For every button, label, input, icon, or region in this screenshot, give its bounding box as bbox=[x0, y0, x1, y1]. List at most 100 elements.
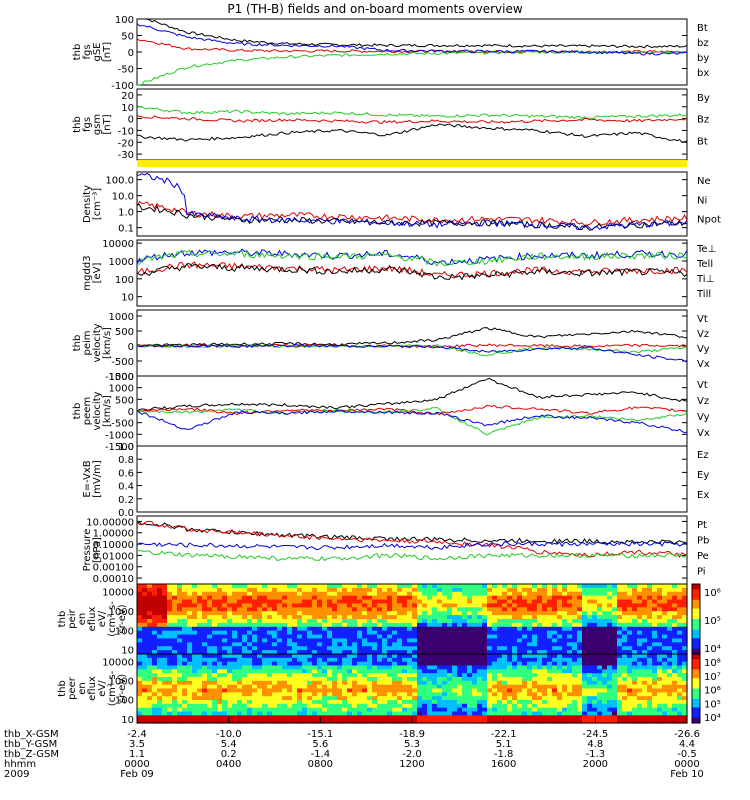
peer_spectrogram-cell bbox=[492, 700, 498, 705]
peir_spectrogram-cell bbox=[437, 603, 443, 608]
peir_spectrogram-cell bbox=[412, 638, 418, 643]
peir_spectrogram-cell bbox=[377, 603, 383, 608]
peir_spectrogram-cell bbox=[447, 630, 453, 636]
peir_spectrogram-cell bbox=[582, 615, 588, 620]
peer_spectrogram-cell bbox=[572, 673, 578, 678]
peir_spectrogram-cell bbox=[402, 626, 408, 632]
peer_spectrogram-cell bbox=[207, 654, 213, 659]
peir_spectrogram-cell bbox=[582, 611, 588, 616]
peer_spectrogram-cell bbox=[582, 684, 588, 690]
fgs_gse-ytick-label: 50 bbox=[121, 32, 134, 43]
peer_spectrogram-cell bbox=[607, 692, 613, 697]
peir_spectrogram-cell bbox=[487, 642, 493, 647]
peir_spectrogram-cell bbox=[237, 650, 243, 655]
peer_spectrogram-cell bbox=[317, 700, 323, 705]
peer_spectrogram-cell bbox=[427, 700, 433, 705]
peer_spectrogram-cell bbox=[537, 688, 543, 693]
peir_spectrogram-cell bbox=[297, 642, 303, 647]
peir_spectrogram-cell bbox=[217, 595, 223, 601]
peir_spectrogram-cell bbox=[547, 642, 553, 647]
peir_spectrogram-cell bbox=[467, 603, 473, 608]
peir_spectrogram-cell bbox=[247, 646, 253, 651]
peer_spectrogram-cell bbox=[202, 680, 208, 686]
peir_spectrogram-cell bbox=[657, 619, 663, 624]
peer_spectrogram-cell bbox=[557, 719, 563, 724]
temperature-ytick-label: 10 bbox=[121, 293, 134, 304]
peir_spectrogram-cell bbox=[287, 638, 293, 643]
peer_spectrogram-cell bbox=[422, 700, 428, 705]
peer_spectrogram-cell bbox=[427, 654, 433, 659]
peer_spectrogram-cell bbox=[422, 688, 428, 693]
peer_spectrogram-cell bbox=[332, 696, 338, 701]
peir_spectrogram-cell bbox=[587, 646, 593, 651]
peir_spectrogram-cell bbox=[207, 607, 213, 612]
peer_spectrogram-cell bbox=[217, 707, 223, 713]
peir_spectrogram-cell bbox=[667, 642, 673, 647]
peer_spectrogram-cell bbox=[657, 696, 663, 701]
peer_spectrogram-colorbar-step bbox=[692, 683, 700, 686]
peer_spectrogram-cell bbox=[172, 692, 178, 697]
peer_spectrogram-cell bbox=[272, 700, 278, 705]
peer_spectrogram-cell bbox=[362, 715, 368, 720]
peer_spectrogram-cell bbox=[327, 669, 333, 674]
peer_spectrogram-cell bbox=[327, 684, 333, 690]
peir_spectrogram-cell bbox=[282, 584, 288, 589]
peir_spectrogram-cell bbox=[222, 650, 228, 655]
peer_spectrogram-cell bbox=[387, 677, 393, 682]
peir_spectrogram-cell bbox=[452, 634, 458, 640]
peir_spectrogram-cell bbox=[167, 646, 173, 651]
peir_spectrogram-colorbar-step bbox=[692, 620, 700, 623]
peir_spectrogram-cell bbox=[142, 611, 148, 616]
peir_spectrogram-cell bbox=[232, 611, 238, 616]
peir_spectrogram-cell bbox=[232, 650, 238, 655]
peer_spectrogram-cell bbox=[662, 673, 668, 678]
peer_spectrogram-cell bbox=[262, 684, 268, 690]
peir_spectrogram-cell bbox=[437, 611, 443, 616]
peir_spectrogram-cell bbox=[247, 603, 253, 608]
peer_spectrogram-colorbar-step bbox=[692, 666, 700, 669]
peir_spectrogram-cell bbox=[517, 622, 523, 628]
peer_spectrogram-cell bbox=[377, 707, 383, 713]
peer_spectrogram-cell bbox=[292, 661, 298, 667]
peer_spectrogram-cell bbox=[572, 703, 578, 709]
peer_spectrogram-cell bbox=[147, 669, 153, 674]
peir_spectrogram-cell bbox=[477, 634, 483, 640]
peir_spectrogram-cell bbox=[547, 630, 553, 636]
peir_spectrogram-cell bbox=[357, 595, 363, 601]
peer_spectrogram-cell bbox=[557, 669, 563, 674]
peer_spectrogram-cell bbox=[392, 688, 398, 693]
peir_spectrogram-cell bbox=[207, 638, 213, 643]
peer_spectrogram-cell bbox=[147, 684, 153, 690]
peir_spectrogram-cell bbox=[562, 638, 568, 643]
peir_spectrogram-cell bbox=[642, 607, 648, 612]
peir_spectrogram-colorbar-step bbox=[692, 596, 700, 599]
peir_spectrogram-cell bbox=[412, 646, 418, 651]
peir_spectrogram-cell bbox=[592, 630, 598, 636]
peir_spectrogram-cell bbox=[417, 634, 423, 640]
peer_spectrogram-cell bbox=[612, 700, 618, 705]
peir_spectrogram-cell bbox=[242, 634, 248, 640]
peir_spectrogram-cell bbox=[552, 595, 558, 601]
peer_spectrogram-cell bbox=[347, 669, 353, 674]
peer_spectrogram-cell bbox=[352, 719, 358, 724]
peer_spectrogram-cell bbox=[552, 661, 558, 667]
peer_spectrogram-cell bbox=[667, 684, 673, 690]
peer_spectrogram-cell bbox=[507, 677, 513, 682]
peir_spectrogram-cell bbox=[592, 619, 598, 624]
peer_spectrogram-cell bbox=[172, 669, 178, 674]
peer_spectrogram-cell bbox=[462, 703, 468, 709]
peer_spectrogram-cell bbox=[507, 661, 513, 667]
peer_spectrogram-cell bbox=[562, 719, 568, 724]
peir_spectrogram-cell bbox=[237, 622, 243, 628]
peir_spectrogram-cell bbox=[152, 619, 158, 624]
peir_spectrogram-cell bbox=[227, 587, 233, 593]
peer_spectrogram-cell bbox=[502, 692, 508, 697]
peir_spectrogram-cell bbox=[522, 638, 528, 643]
peer_spectrogram-cell bbox=[377, 657, 383, 663]
peer_spectrogram-cell bbox=[352, 711, 358, 716]
peir_spectrogram-cell bbox=[572, 607, 578, 612]
peir_spectrogram-cell bbox=[587, 619, 593, 624]
peir_spectrogram-cell bbox=[262, 630, 268, 636]
peir_spectrogram-colorbar-step bbox=[692, 592, 700, 595]
peer_spectrogram-ylabel: (cm²-s- bbox=[107, 670, 118, 706]
